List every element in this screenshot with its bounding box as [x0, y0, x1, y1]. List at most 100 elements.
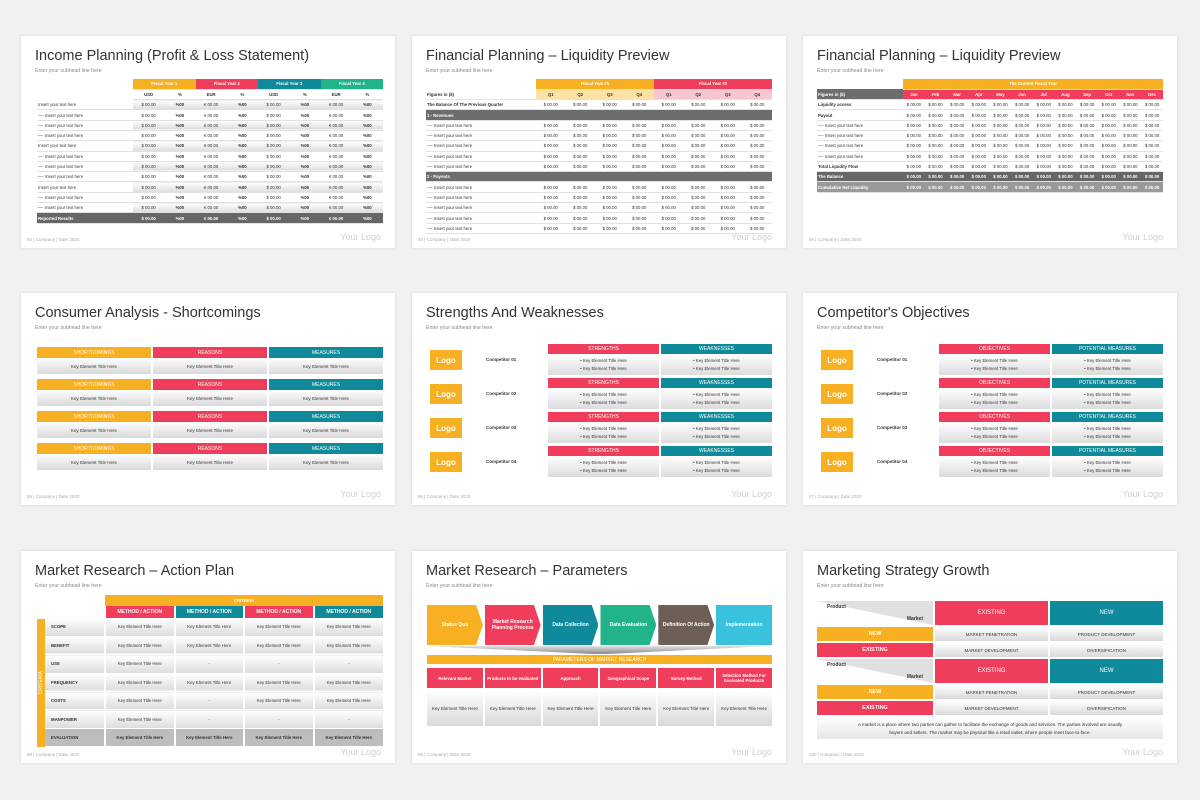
column-header: % — [351, 89, 383, 101]
value-cell: $ 00.00 — [989, 181, 1012, 193]
value-cell: %00 — [226, 140, 258, 152]
column-header: OBJECTIVES — [939, 344, 1050, 354]
bullet-item: • Key Element Title Here — [580, 391, 627, 397]
value-cell: %00 — [164, 140, 196, 152]
value-cell: $ 00.00 — [946, 99, 968, 111]
value-cell: %00 — [226, 202, 258, 214]
slide-liquidity-monthly[interactable]: Financial Planning – Liquidity Preview E… — [803, 36, 1177, 248]
value-cell: $ 00.00 — [133, 130, 165, 142]
slide-subhead: Enter your subhead line here — [426, 68, 493, 74]
row-label: —- Insert your text here — [426, 223, 536, 234]
fiscal-year-1-header: Fiscal Year #1 — [536, 79, 654, 90]
bullet-list: • Key Element Title Here • Key Element Ti… — [1052, 354, 1163, 375]
logo-badge: Logo — [821, 452, 853, 472]
parameters-row: Relevant Market Products to be evaluated A… — [427, 668, 772, 688]
logo-badge: Logo — [430, 418, 462, 438]
value-cell: $ 00.00 — [1032, 140, 1055, 152]
footer-company: | Company | Date 2020 — [815, 494, 862, 499]
slide-number: 92 — [27, 237, 33, 242]
value-cell: $ 00.00 — [595, 181, 625, 193]
analysis-column: OBJECTIVES • Key Element Title Here • Key … — [939, 344, 1050, 375]
value-cell: $ 00.00 — [713, 99, 743, 111]
value-cell: $ 00.00 — [683, 181, 713, 193]
row-new: NEW — [817, 627, 933, 641]
row-label: —- Insert your text here — [426, 140, 536, 152]
bullet-item: • Key Element Title Here — [693, 357, 740, 363]
method-header: METHOD / ACTION — [173, 606, 244, 618]
value-cell: $ 00.00 — [654, 99, 684, 111]
value-cell: $ 00.00 — [654, 151, 684, 162]
row-label: —- Insert your text here — [426, 130, 536, 142]
value-cell: $ 00.00 — [258, 109, 290, 121]
action-plan-table: CRITERIA METHOD / ACTION METHOD / ACTION M… — [45, 595, 383, 748]
bullet-list: • Key Element Title Here • Key Element Ti… — [1052, 456, 1163, 477]
value-cell: $ 00.00 — [133, 99, 165, 111]
footer-company: | Company | Date 2020 — [424, 752, 471, 757]
value-cell: € 00.00 — [320, 192, 352, 204]
value-cell: $ 00.00 — [624, 212, 654, 224]
value-cell: $ 00.00 — [624, 192, 654, 204]
slide-liquidity-quarterly[interactable]: Financial Planning – Liquidity Preview E… — [412, 36, 786, 248]
key-element-cell: Key Element Title Here — [427, 690, 483, 726]
value-cell: %00 — [351, 161, 383, 173]
slide-competitor-objectives[interactable]: Competitor's Objectives Enter your subhe… — [803, 293, 1177, 505]
value-cell: $ 00.00 — [595, 161, 625, 173]
value-cell: $ 00.00 — [536, 151, 566, 162]
slide-income-planning[interactable]: Income Planning (Profit & Loss Statement… — [21, 36, 395, 248]
row-label: —- Insert your text here — [426, 151, 536, 162]
bullet-item: • Key Element Title Here — [580, 459, 627, 465]
fiscal-year-header: Fiscal Year 1 — [133, 79, 196, 90]
market-label: Market — [906, 674, 923, 680]
value-cell: € 00.00 — [195, 130, 227, 142]
value-cell: $ 00.00 — [258, 140, 290, 152]
slide-research-parameters[interactable]: Market Research – Parameters Enter your … — [412, 551, 786, 763]
value-cell: $ 00.00 — [1141, 140, 1163, 152]
bullet-list: • Key Element Title Here • Key Element Ti… — [661, 422, 772, 443]
value-cell: %00 — [226, 130, 258, 142]
value-cell: $ 00.00 — [967, 120, 990, 131]
bullet-list: • Key Element Title Here • Key Element Ti… — [939, 354, 1050, 375]
value-cell: $ 00.00 — [903, 151, 925, 162]
value-cell: $ 00.00 — [565, 99, 595, 111]
value-cell: $ 00.00 — [924, 171, 947, 183]
parameter-header: Approach — [542, 668, 599, 688]
criteria-side-label: CRITERIA — [38, 671, 44, 695]
bullet-item: • Key Element Title Here — [1084, 391, 1131, 397]
value-cell: $ 00.00 — [1032, 120, 1055, 131]
slide-title: Market Research – Parameters — [426, 563, 628, 579]
value-cell: $ 00.00 — [1054, 109, 1077, 121]
value-cell: $ 00.00 — [565, 151, 595, 162]
value-cell: $ 00.00 — [967, 161, 990, 173]
value-cell: $ 00.00 — [536, 202, 566, 214]
bullet-item: • Key Element Title Here — [580, 433, 627, 439]
slide-strategy-growth[interactable]: Marketing Strategy Growth Enter your sub… — [803, 551, 1177, 763]
value-cell: $ 00.00 — [903, 171, 925, 183]
value-cell: $ 00.00 — [1097, 171, 1120, 183]
figures-label: Figures in ($) — [817, 89, 903, 101]
slide-action-plan[interactable]: Market Research – Action Plan Enter your… — [21, 551, 395, 763]
value-cell: $ 00.00 — [536, 120, 566, 131]
slide-consumer-analysis[interactable]: Consumer Analysis - Shortcomings Enter y… — [21, 293, 395, 505]
month-header: Aug — [1054, 89, 1077, 101]
value-cell: € 00.00 — [195, 99, 227, 111]
key-element-cell: Key Element Title Here — [716, 690, 772, 726]
analysis-column: WEAKNESSES • Key Element Title Here • Key … — [661, 446, 772, 477]
month-header: Jun — [1011, 89, 1033, 101]
value-cell: $ 00.00 — [713, 192, 743, 204]
value-cell: %00 — [226, 109, 258, 121]
row-label: Insert your text here — [37, 140, 133, 152]
total-value: € 00.00 — [195, 212, 227, 224]
value-cell: $ 00.00 — [1076, 161, 1098, 173]
value-cell: $ 00.00 — [258, 130, 290, 142]
value-cell: $ 00.00 — [742, 120, 772, 131]
slide-subhead: Enter your subhead line here — [426, 583, 493, 589]
row-label: —- Insert your text here — [817, 120, 903, 131]
key-element-cell: Key Element Title Here — [542, 690, 599, 726]
value-cell: $ 00.00 — [565, 120, 595, 131]
slide-strengths-weaknesses[interactable]: Strengths And Weaknesses Enter your subh… — [412, 293, 786, 505]
row-label: —- Insert your text here — [426, 181, 536, 193]
analysis-column: POTENTIAL MEASURES • Key Element Title He… — [1052, 378, 1163, 409]
value-cell: $ 00.00 — [946, 161, 968, 173]
value-cell: $ 00.00 — [1097, 140, 1120, 152]
value-cell: $ 00.00 — [1011, 109, 1033, 121]
